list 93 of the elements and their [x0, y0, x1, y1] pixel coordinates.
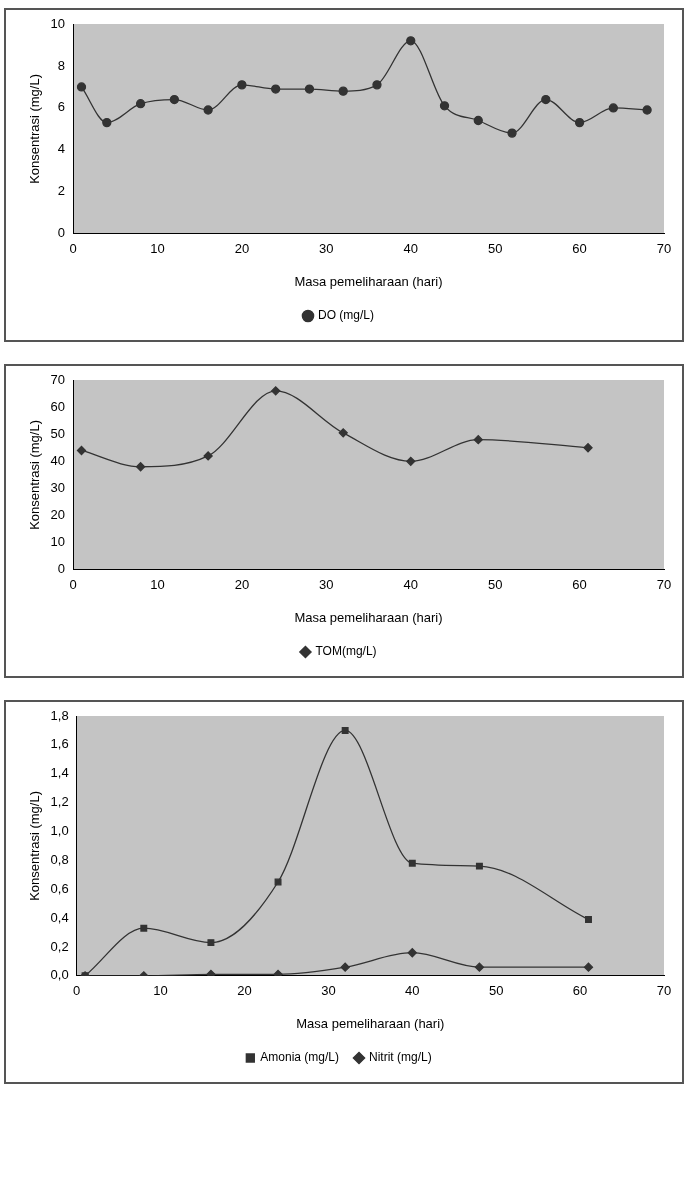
x-tick-label: 40 — [403, 241, 418, 257]
point — [338, 428, 348, 438]
legend-label: DO (mg/L) — [318, 308, 375, 323]
y-tick-label: 40 — [50, 452, 66, 468]
point — [140, 924, 148, 932]
x-tick-label: 20 — [234, 241, 250, 257]
point — [169, 94, 180, 105]
y-tick-label: 1,4 — [50, 765, 69, 781]
point — [203, 105, 213, 115]
x-tick-label: 30 — [319, 241, 334, 257]
point — [408, 859, 416, 867]
y-tick-label: 0,8 — [50, 851, 69, 867]
y-axis-title: Konsentrasi (mg/L) — [27, 73, 43, 184]
point — [206, 969, 216, 976]
point — [473, 435, 483, 445]
point — [608, 103, 618, 113]
x-axis-title: Masa pemeliharaan (hari) — [294, 609, 443, 625]
x-tick-label: 50 — [487, 577, 503, 593]
x-tick-label: 40 — [405, 983, 420, 999]
point — [583, 443, 593, 453]
y-tick-label: 50 — [50, 425, 66, 441]
point — [474, 962, 485, 972]
x-tick-label: 50 — [487, 241, 503, 257]
x-tick-label: 10 — [153, 983, 168, 999]
point — [207, 939, 215, 947]
x-tick-label: 50 — [488, 983, 504, 999]
point — [76, 82, 87, 92]
point — [585, 916, 592, 923]
y-tick-label: 0,2 — [50, 938, 69, 954]
x-axis-title: Masa pemeliharaan (hari) — [294, 273, 443, 289]
y-tick-label: 10 — [50, 15, 66, 31]
point — [271, 386, 281, 396]
point — [583, 962, 594, 972]
x-tick-label: 60 — [572, 983, 588, 999]
point — [475, 862, 483, 870]
y-axis-title: Konsentrasi (mg/L) — [27, 419, 43, 530]
x-tick-label: 60 — [572, 241, 587, 257]
point — [102, 117, 112, 128]
x-tick-label: 10 — [150, 577, 165, 593]
point — [203, 451, 213, 461]
x-tick-label: 30 — [319, 577, 334, 593]
y-tick-label: 60 — [50, 398, 66, 414]
y-tick-label: 6 — [57, 99, 66, 115]
point — [135, 99, 146, 109]
y-tick-label: 0 — [57, 225, 66, 241]
point — [406, 36, 416, 46]
y-tick-label: 0,0 — [50, 967, 69, 983]
y-axis-title: Konsentrasi (mg/L) — [27, 790, 43, 901]
point — [304, 84, 315, 94]
y-tick-label: 8 — [57, 57, 66, 73]
point — [541, 94, 551, 105]
y-tick-label: 10 — [50, 534, 66, 550]
x-tick-label: 10 — [150, 241, 165, 257]
point — [507, 128, 517, 138]
x-axis-title: Masa pemeliharaan (hari) — [296, 1015, 445, 1031]
x-tick-label: 70 — [656, 241, 672, 257]
legend-label: Amonia (mg/L) — [260, 1050, 340, 1065]
y-tick-label: 1,6 — [50, 736, 69, 752]
point — [341, 726, 349, 734]
point — [407, 948, 417, 958]
point — [338, 86, 348, 96]
point — [642, 105, 652, 115]
point — [473, 115, 483, 126]
y-tick-label: 0,4 — [50, 909, 69, 925]
y-tick-label: 20 — [50, 507, 66, 523]
x-tick-label: 20 — [237, 983, 252, 999]
point — [271, 84, 281, 94]
y-tick-label: 1,8 — [50, 707, 69, 723]
x-tick-label: 40 — [403, 577, 418, 593]
x-tick-label: 30 — [321, 983, 336, 999]
point — [439, 101, 450, 111]
y-tick-label: 4 — [57, 141, 66, 157]
legend-label: Nitrit (mg/L) — [369, 1050, 432, 1065]
y-tick-label: 0 — [57, 561, 66, 577]
point — [372, 80, 382, 90]
x-tick-label: 70 — [656, 577, 672, 593]
y-tick-label: 2 — [57, 183, 66, 199]
point — [273, 969, 283, 976]
point — [406, 456, 416, 466]
point — [135, 462, 146, 472]
x-tick-label: 0 — [73, 983, 81, 999]
y-tick-label: 1,2 — [50, 794, 69, 810]
y-tick-label: 70 — [50, 371, 66, 387]
x-tick-label: 20 — [234, 577, 250, 593]
x-tick-label: 70 — [656, 983, 672, 999]
y-tick-label: 30 — [50, 480, 66, 496]
y-tick-label: 0,6 — [50, 880, 69, 896]
point — [574, 117, 585, 128]
point — [340, 962, 350, 972]
y-tick-label: 1,0 — [50, 823, 69, 839]
x-tick-label: 60 — [572, 577, 587, 593]
point — [237, 80, 247, 90]
legend-label: TOM(mg/L) — [315, 644, 377, 659]
